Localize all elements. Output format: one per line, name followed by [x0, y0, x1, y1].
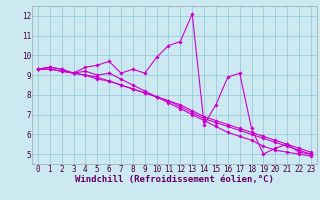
X-axis label: Windchill (Refroidissement éolien,°C): Windchill (Refroidissement éolien,°C)	[75, 175, 274, 184]
